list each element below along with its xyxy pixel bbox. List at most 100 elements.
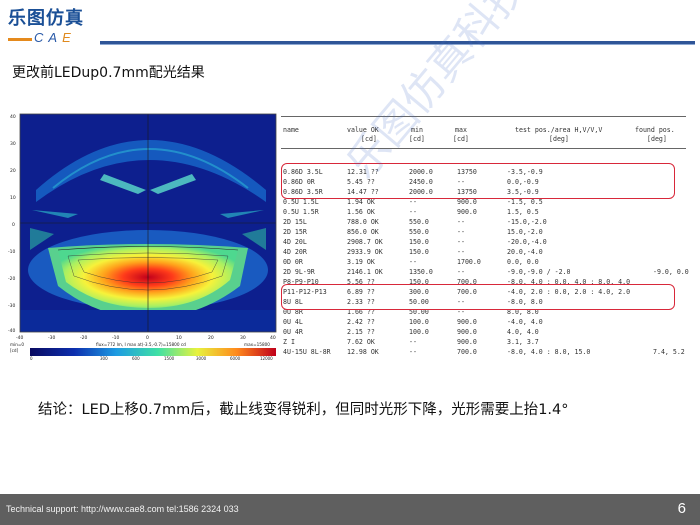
results-table: name value OK min max test pos./area H,V… [281, 110, 689, 380]
cell-min: 50.00 [409, 298, 429, 306]
cell-max: 900.0 [457, 208, 477, 216]
cell-test-pos: 0.0,-0.9 [507, 178, 539, 186]
table-header-rule [281, 148, 686, 149]
x-tick: 40 [270, 335, 276, 341]
x-tick: -20 [80, 335, 87, 341]
light-distribution-plot: 40 30 20 10 0 -10 -20 -30 -40 -40 -30 -2… [8, 110, 280, 360]
plot-unit-label: [cd] [10, 348, 19, 353]
cell-name: 0D 0R [283, 258, 303, 266]
col-header-value: value OK [347, 126, 379, 134]
table-row: 0.86D 3.5R 14.47 ?? 2000.0 13750 3.5,-0.9 [281, 188, 688, 198]
x-tick: -10 [112, 335, 119, 341]
cell-value: 6.89 ?? [347, 288, 375, 296]
cell-max: 13750 [457, 168, 477, 176]
cell-max: 900.0 [457, 338, 477, 346]
cell-name: 8U 8L [283, 298, 303, 306]
cell-test-pos: -3.5,-0.9 [507, 168, 543, 176]
cell-test-pos: -9.0,-9.0 / -2.0 [507, 268, 571, 276]
cell-min: -- [409, 348, 417, 356]
cell-test-pos: -15.0,-2.0 [507, 218, 547, 226]
cell-max: -- [457, 178, 465, 186]
cell-max: -- [457, 248, 465, 256]
cell-max: 700.0 [457, 348, 477, 356]
cell-test-pos: -8.0, 8.0 [507, 298, 543, 306]
cell-value: 1.56 OK [347, 208, 375, 216]
y-tick: -10 [8, 249, 15, 255]
cell-name: 0U 8R [283, 308, 303, 316]
footer-support-text: Technical support: http://www.cae8.com t… [6, 504, 239, 514]
table-row: 0U 4R 2.15 ?? 100.0 900.0 4.0, 4.0 [281, 328, 688, 338]
cell-value: 14.47 ?? [347, 188, 379, 196]
cell-name: P11-P12-P13 [283, 288, 327, 296]
cell-max: -- [457, 308, 465, 316]
cell-min: 150.0 [409, 278, 429, 286]
cell-found-pos: 7.4, 5.2 [653, 348, 685, 356]
cell-test-pos: 1.5, 0.5 [507, 208, 539, 216]
cell-value: 1.66 ?? [347, 308, 375, 316]
table-row: P8-P9-P10 5.56 ?? 150.0 700.0 -8.0, 4.0 : 0.… [281, 278, 688, 288]
plot-border [19, 113, 277, 333]
cell-value: 1.94 OK [347, 198, 375, 206]
streak-left-upper [32, 210, 78, 218]
light-distribution-svg: 40 30 20 10 0 -10 -20 -30 -40 -40 -30 -2… [8, 113, 277, 360]
cell-name: 0U 4R [283, 328, 303, 336]
cell-max: 700.0 [457, 288, 477, 296]
table-row: 2D 15R 856.0 OK 550.0 -- 15.0,-2.0 [281, 228, 688, 238]
cell-min: 2450.0 [409, 178, 433, 186]
cell-test-pos: 3.1, 3.7 [507, 338, 539, 346]
plot-info-group: min=0 [cd] flux=772 lm, I max at(-3.5,-0… [10, 342, 270, 353]
table-row: 0D 0R 3.19 OK -- 1700.0 0.0, 0.0 [281, 258, 688, 268]
glow-arc-band [36, 140, 266, 202]
logo-cae: CAE [34, 30, 76, 45]
col-header-max: max [455, 126, 467, 134]
header-divider-thin [100, 44, 695, 45]
x-tick: -30 [48, 335, 55, 341]
x-tick: -40 [16, 335, 23, 341]
cell-found-pos: -9.0, 0.0 [653, 268, 689, 276]
x-tick: 30 [240, 335, 246, 341]
table-row: 0U 4L 2.42 ?? 100.0 900.0 -4.0, 4.0 [281, 318, 688, 328]
table-row: 2D 9L-9R 2146.1 OK 1350.0 -- -9.0,-9.0 / -2.… [281, 268, 689, 278]
y-tick: 20 [10, 168, 16, 174]
highlight-box-p-points [281, 284, 675, 310]
cell-value: 856.0 OK [347, 228, 379, 236]
plot-max-label: max=15800 [244, 342, 270, 347]
table-row: 4U-15U 8L-8R 12.98 OK -- 700.0 -8.0, 4.0 : 8… [281, 348, 688, 358]
cell-max: 700.0 [457, 278, 477, 286]
cell-min: 1350.0 [409, 268, 433, 276]
y-tick: 40 [10, 114, 16, 120]
legend-tick: 300 [100, 356, 108, 360]
streak-left-mid [30, 228, 54, 250]
cell-name: 0.86D 3.5R [283, 188, 323, 196]
cell-value: 2.33 ?? [347, 298, 375, 306]
y-tick: -30 [8, 303, 15, 309]
logo-cn: 乐图仿真 [8, 8, 84, 29]
glow-arc-inner [52, 148, 249, 189]
legend-tick: 12000 [260, 356, 273, 360]
streak-right-mid [242, 228, 266, 250]
unit-test: [deg] [549, 135, 569, 143]
cell-min: 2000.0 [409, 168, 433, 176]
unit-min: [cd] [409, 135, 425, 143]
legend-tick-group: 0 300 600 1500 3000 6000 12000 [30, 356, 273, 360]
wing-right [150, 174, 196, 194]
table-units-row: [cd] [cd] [cd] [deg] [deg] [281, 135, 688, 145]
table-row: 0U 8R 1.66 ?? 50.00 -- 8.0, 8.0 [281, 308, 688, 318]
cell-test-pos: 0.0, 0.0 [507, 258, 539, 266]
y-tick: -40 [8, 328, 15, 334]
cell-test-pos: 20.0,-4.0 [507, 248, 543, 256]
unit-found: [deg] [647, 135, 667, 143]
page-number: 6 [677, 500, 686, 517]
col-header-found: found pos. [635, 126, 675, 134]
cell-name: Z I [283, 338, 295, 346]
cell-min: 550.0 [409, 228, 429, 236]
cell-max: 900.0 [457, 198, 477, 206]
cell-test-pos: -8.0, 4.0 : 8.0, 15.0 [507, 348, 591, 356]
cell-test-pos: -4.0, 4.0 [507, 318, 543, 326]
cell-max: 900.0 [457, 318, 477, 326]
cell-value: 2146.1 OK [347, 268, 383, 276]
x-tick: 20 [208, 335, 214, 341]
cell-min: 100.0 [409, 328, 429, 336]
x-tick: 0 [146, 335, 149, 341]
cell-test-pos: -8.0, 4.0 : 0.0, 4.0 : 8.0, 4.0 [507, 278, 631, 286]
